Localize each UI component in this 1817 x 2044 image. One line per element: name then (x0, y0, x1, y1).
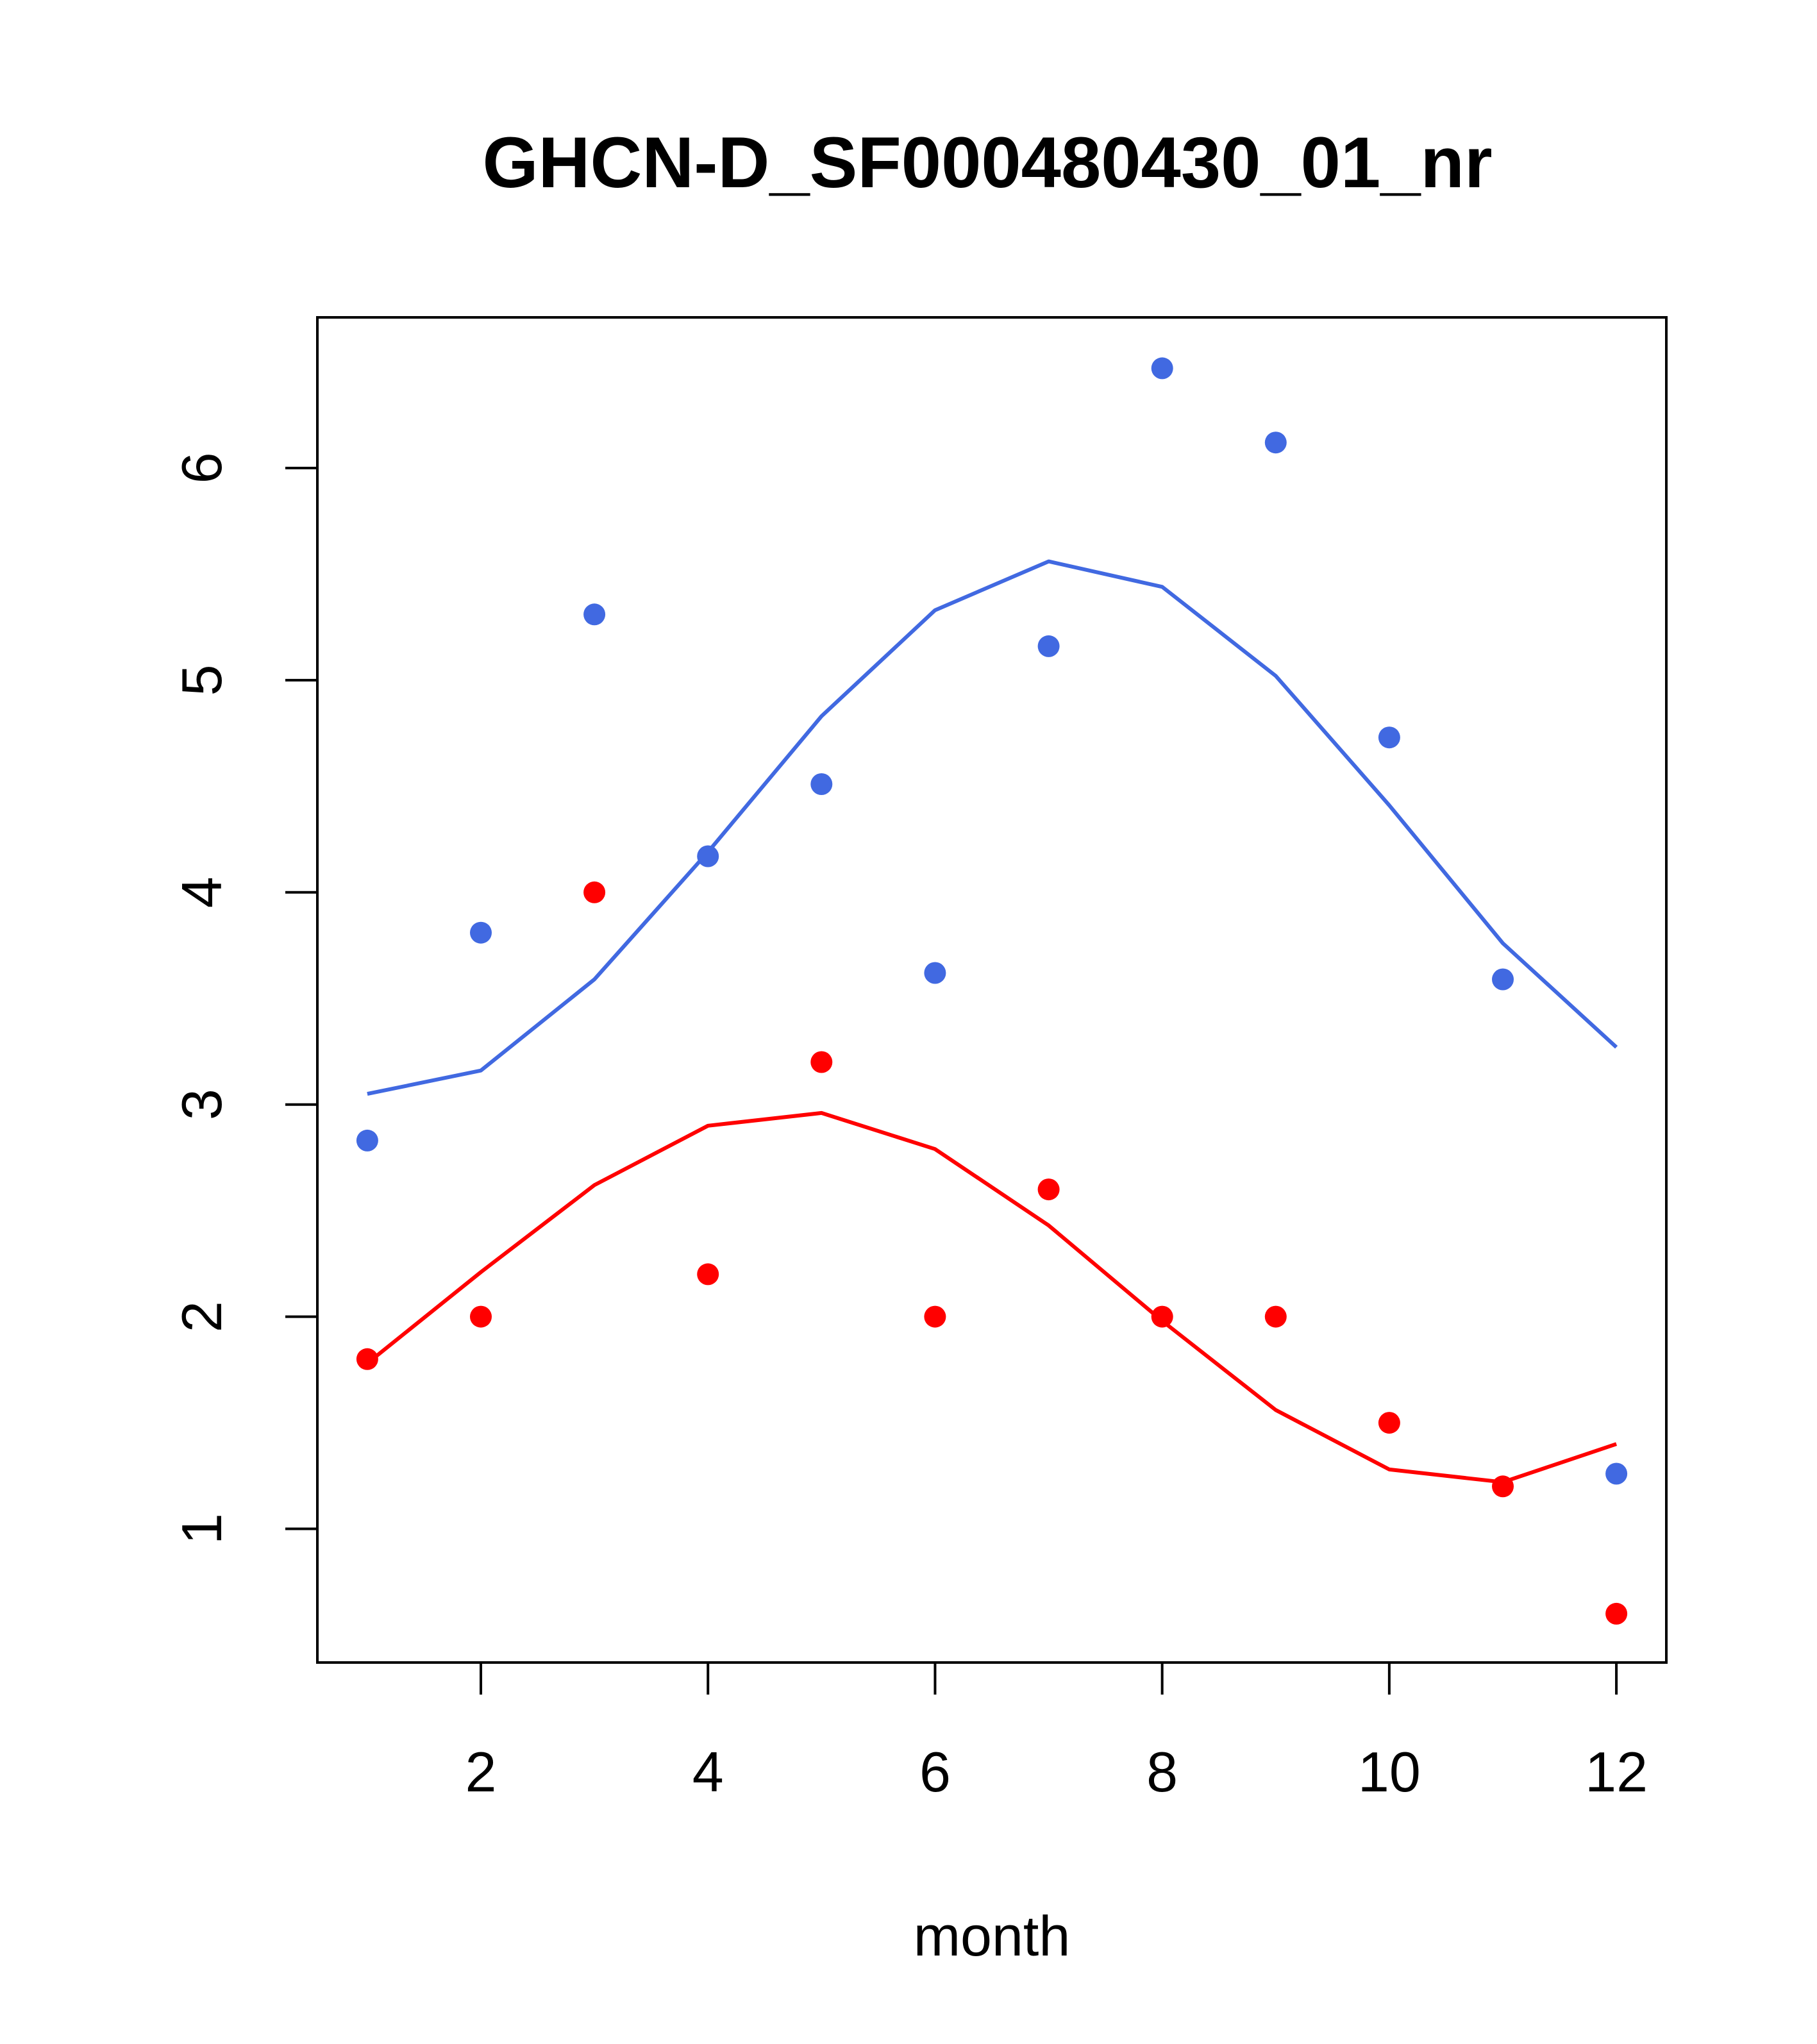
data-point (1378, 1412, 1400, 1434)
data-point (1151, 1305, 1173, 1328)
data-point (1037, 1178, 1060, 1201)
chart-title: GHCN-D_SF000480430_01_nr (482, 122, 1492, 203)
x-axis: 2 4 6 8 10 12 (465, 1661, 1648, 1804)
y-axis: 1 2 3 4 5 6 (170, 452, 319, 1545)
data-point (583, 881, 606, 903)
data-point (470, 1305, 492, 1328)
x-axis-label: month (914, 1904, 1071, 1968)
data-point (810, 1051, 833, 1073)
x-tick-label: 6 (919, 1740, 951, 1804)
x-tick-label: 4 (692, 1740, 724, 1804)
data-point (697, 1263, 719, 1286)
plot-frame (316, 316, 1668, 1664)
y-tick-label: 5 (170, 664, 233, 696)
x-tick-label: 2 (465, 1740, 497, 1804)
data-point (1492, 968, 1514, 991)
x-tick-label: 10 (1358, 1740, 1421, 1804)
series-line (366, 1110, 1618, 1484)
series-line (367, 559, 1618, 1096)
data-point (697, 845, 719, 867)
data-point (1605, 1602, 1628, 1625)
data-point (1264, 431, 1287, 454)
x-tick-label: 12 (1585, 1740, 1648, 1804)
series-points (356, 357, 1628, 1625)
y-tick-label: 1 (170, 1513, 233, 1545)
data-point (924, 962, 946, 984)
data-point (1378, 726, 1400, 749)
data-point (583, 603, 606, 626)
data-point (1605, 1462, 1628, 1485)
y-tick-label: 3 (170, 1089, 233, 1120)
x-tick-label: 8 (1146, 1740, 1178, 1804)
series-lines (366, 559, 1618, 1484)
data-point (1264, 1305, 1287, 1328)
data-point (1151, 357, 1173, 380)
data-point (810, 773, 833, 795)
data-point (924, 1305, 946, 1328)
y-tick-label: 6 (170, 452, 233, 483)
data-point (1492, 1475, 1514, 1498)
data-point (470, 921, 492, 944)
data-point (356, 1129, 378, 1152)
data-point (356, 1348, 378, 1370)
data-point (1037, 635, 1060, 657)
y-tick-label: 2 (170, 1301, 233, 1332)
y-tick-label: 4 (170, 876, 233, 908)
